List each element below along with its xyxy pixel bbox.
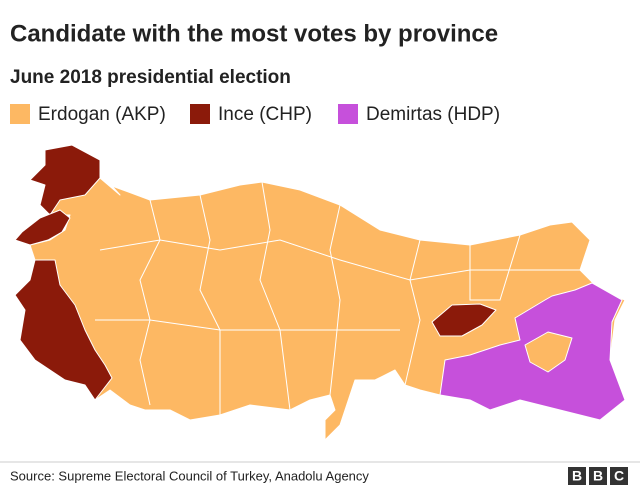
logo-block <box>610 467 628 485</box>
legend-swatch <box>10 104 30 124</box>
source: Source: Supreme Electoral Council of Tur… <box>10 468 369 483</box>
logo-letter: C <box>614 468 624 484</box>
legend-label: Demirtas (HDP) <box>366 104 500 125</box>
logo-block <box>589 467 607 485</box>
map <box>14 144 626 441</box>
chp-region <box>14 209 71 246</box>
akp-region <box>524 331 573 373</box>
logo-letter: B <box>593 468 603 484</box>
logo-block <box>568 467 586 485</box>
legend-swatch <box>190 104 210 124</box>
legend-swatch <box>338 104 358 124</box>
chp-region <box>431 303 497 337</box>
subtitle: June 2018 presidential election <box>10 67 291 88</box>
legend-label: Ince (CHP) <box>218 104 312 125</box>
chp-region <box>29 144 101 216</box>
legend: Erdogan (AKP) Ince (CHP) Demirtas (HDP) <box>10 104 500 125</box>
province-borders <box>95 181 580 415</box>
chp-region <box>14 259 113 401</box>
legend-label: Erdogan (AKP) <box>38 104 166 125</box>
bbc-logo: B B C <box>568 467 628 485</box>
title: Candidate with the most votes by provinc… <box>10 20 498 47</box>
logo-letter: B <box>572 468 582 484</box>
